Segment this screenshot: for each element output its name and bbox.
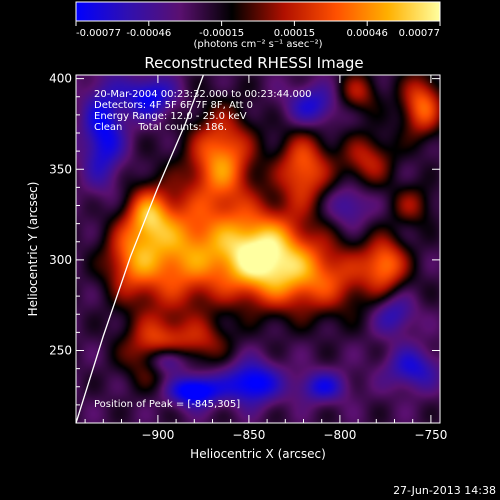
- x-tick-label: −850: [232, 428, 265, 442]
- annotation-detectors: Detectors: 4F 5F 6F 7F 8F, Att 0: [94, 100, 253, 111]
- plot-area: −900 −850 −800 −750 250 300 350 400 20-Mar-200…: [49, 72, 447, 442]
- y-axis-ticks: 250 300 350 400: [49, 72, 440, 406]
- peak-position-label: Position of Peak = [-845,305]: [94, 399, 240, 410]
- colorbar-tick-label: 0.00015: [274, 28, 315, 39]
- annotation-time-range: 20-Mar-2004 00:23:32.000 to 00:23:44.000: [94, 89, 312, 100]
- x-tick-label: −750: [414, 428, 447, 442]
- colorbar-tick-label: 0.00046: [347, 28, 388, 39]
- x-axis-ticks: −900 −850 −800 −750: [84, 75, 447, 442]
- y-axis-label: Heliocentric Y (arcsec): [26, 182, 40, 317]
- y-tick-label: 400: [49, 72, 72, 86]
- x-tick-label: −900: [141, 428, 174, 442]
- plot-frame: [75, 74, 441, 424]
- colorbar-tick-label: 0.00077: [399, 28, 440, 39]
- x-axis-label: Heliocentric X (arcsec): [190, 447, 326, 461]
- colorbar-gradient: [75, 1, 441, 22]
- x-tick-label: −800: [323, 428, 356, 442]
- colorbar-ticks: -0.00077 -0.00046 -0.00015 0.00015 0.00046 0.…: [75, 21, 441, 39]
- solar-limb-line: [75, 74, 205, 424]
- colorbar: -0.00077 -0.00046 -0.00015 0.00015 0.00046 0.…: [75, 1, 441, 50]
- colorbar-unit-label: (photons cm⁻² s⁻¹ asec⁻²): [193, 39, 322, 50]
- annotation-energy-range: Energy Range: 12.0 - 25.0 keV: [94, 111, 247, 122]
- chart-title: Reconstructed RHESSI Image: [144, 54, 363, 72]
- y-tick-label: 250: [49, 344, 72, 358]
- colorbar-tick-label: -0.00077: [76, 28, 121, 39]
- footer-date: 27-Jun-2013 14:38: [393, 484, 496, 497]
- annotation-block: 20-Mar-2004 00:23:32.000 to 00:23:44.000…: [94, 89, 312, 133]
- y-tick-label: 300: [49, 253, 72, 267]
- colorbar-tick-label: -0.00046: [126, 28, 171, 39]
- colorbar-tick-label: -0.00015: [199, 28, 244, 39]
- heatmap-image: [76, 75, 440, 423]
- annotation-total-counts: Clean Total counts: 186.: [94, 122, 227, 133]
- y-tick-label: 350: [49, 162, 72, 176]
